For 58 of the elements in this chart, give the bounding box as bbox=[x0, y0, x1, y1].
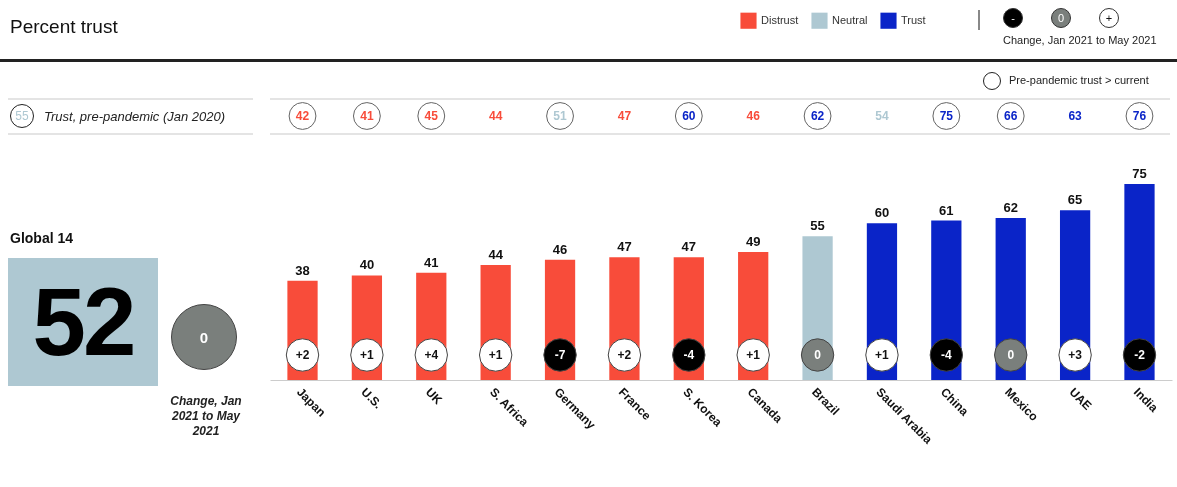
annotation: +1 bbox=[488, 348, 503, 362]
legend-label: Neutral bbox=[832, 13, 868, 26]
data-label: 47 bbox=[681, 239, 697, 255]
data-label: 44 bbox=[488, 247, 504, 263]
text: 66 bbox=[1004, 109, 1018, 123]
text: 47 bbox=[617, 109, 632, 123]
annotation: +2 bbox=[295, 348, 310, 362]
data-label: 75 bbox=[1132, 166, 1147, 181]
annotation: 0 bbox=[814, 348, 822, 362]
annotation: +4 bbox=[424, 348, 439, 362]
annotation: -7 bbox=[554, 348, 566, 362]
annotation: +1 bbox=[360, 348, 375, 362]
data-label: 47 bbox=[617, 239, 632, 255]
text: 51 bbox=[553, 109, 568, 123]
legend-label: Distrust bbox=[761, 13, 799, 26]
data-label: 65 bbox=[1067, 192, 1083, 208]
text: 60 bbox=[682, 109, 696, 123]
text: Pre-pandemic trust > current bbox=[1009, 74, 1149, 86]
annotation: +1 bbox=[875, 348, 890, 362]
text: - bbox=[1003, 8, 1023, 28]
annotation: 0 bbox=[1007, 348, 1015, 362]
text: Percent trust bbox=[10, 16, 118, 38]
text: Trust, pre-pandemic (Jan 2020) bbox=[44, 109, 226, 124]
text: 44 bbox=[488, 109, 503, 123]
text: Change, Jan 2021 to May 2021 bbox=[169, 394, 243, 439]
text: Global 14 bbox=[10, 230, 74, 246]
data-label: 55 bbox=[810, 218, 825, 234]
text: 0 bbox=[1051, 8, 1071, 28]
text: 54 bbox=[875, 109, 889, 123]
text: 75 bbox=[939, 109, 954, 123]
data-label: 62 bbox=[1003, 199, 1018, 215]
text: 62 bbox=[810, 109, 825, 123]
data-label: 41 bbox=[424, 254, 439, 270]
text: 45 bbox=[424, 109, 439, 123]
x-tick-label: UK bbox=[422, 385, 446, 408]
text: 46 bbox=[746, 109, 761, 123]
text: 63 bbox=[1068, 109, 1083, 123]
text: 52 bbox=[8, 258, 158, 386]
annotation: +1 bbox=[746, 348, 761, 362]
text: + bbox=[1099, 8, 1119, 28]
text: 41 bbox=[360, 109, 374, 123]
annotation: +2 bbox=[617, 348, 632, 362]
data-label: 61 bbox=[939, 202, 954, 218]
text: Change, Jan 2021 to May 2021 bbox=[1003, 34, 1157, 46]
data-label: 49 bbox=[745, 233, 761, 249]
text: 55 bbox=[10, 104, 34, 128]
text: 76 bbox=[1132, 109, 1147, 123]
legend-label: Trust bbox=[901, 13, 926, 26]
annotation: -4 bbox=[683, 348, 695, 362]
data-label: 38 bbox=[295, 262, 310, 278]
text: 0 bbox=[171, 304, 237, 370]
annotation: -2 bbox=[1134, 348, 1146, 362]
data-label: 60 bbox=[874, 205, 890, 221]
annotation: +3 bbox=[1068, 348, 1083, 362]
data-label: 40 bbox=[359, 257, 375, 273]
data-label: 46 bbox=[552, 241, 568, 257]
text: 42 bbox=[295, 109, 310, 123]
annotation: -4 bbox=[941, 348, 952, 362]
